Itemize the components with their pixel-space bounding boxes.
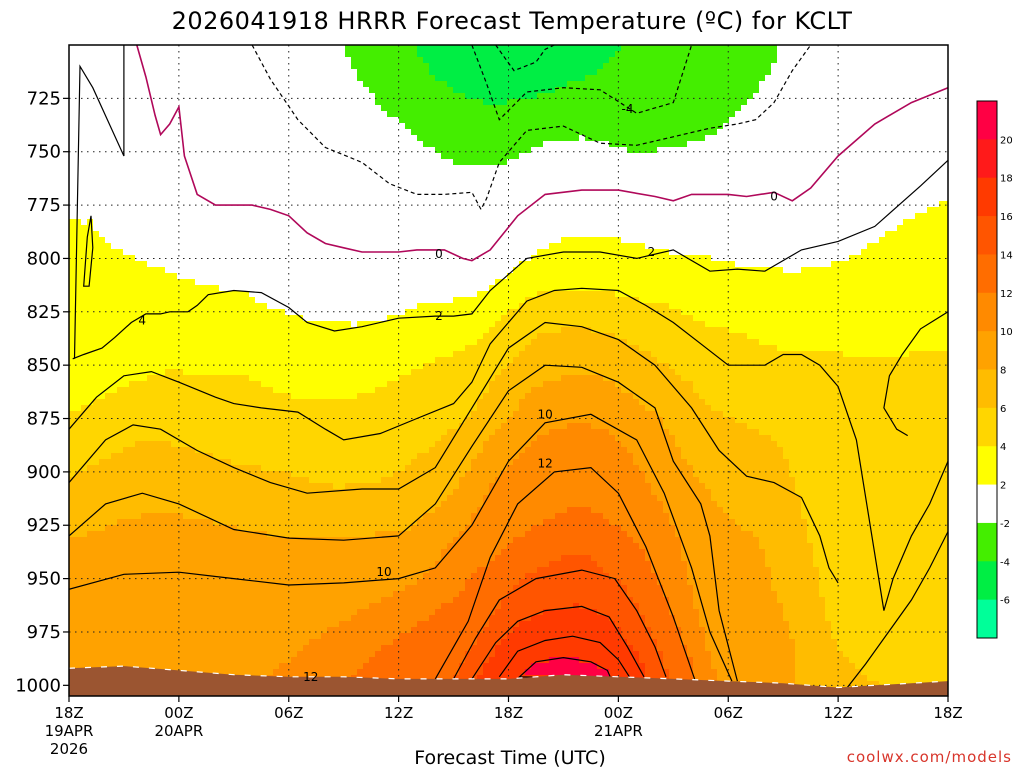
contour-label: 2 [648, 245, 656, 259]
contour-label: 12 [537, 456, 552, 470]
y-tick-label: 800 [27, 248, 61, 269]
colorbar-swatch [977, 216, 997, 255]
x-tick-label: 21APR [594, 722, 643, 740]
x-tick-label: 06Z [274, 704, 303, 722]
contour-label: -4 [622, 102, 634, 116]
colorbar-tick-label: -2 [1000, 519, 1010, 530]
chart-title: 2026041918 HRRR Forecast Temperature (ºC… [172, 7, 853, 35]
colorbar-swatch [977, 331, 997, 370]
x-tick-label: 18Z [494, 704, 523, 722]
y-tick-label: 750 [27, 142, 61, 163]
x-tick-label: 00Z [604, 704, 633, 722]
temperature-fill-layer [69, 45, 952, 700]
x-tick-label: 12Z [384, 704, 413, 722]
colorbar-swatch [977, 561, 997, 600]
contour-label: 0 [770, 190, 778, 204]
y-tick-label: 775 [27, 195, 61, 216]
contour-label: 12 [303, 670, 318, 684]
contour-label: 2 [435, 309, 443, 323]
y-tick-label: 1000 [15, 675, 61, 696]
y-tick-label: 950 [27, 569, 61, 590]
y-tick-label: 925 [27, 515, 61, 536]
x-tick-label: 20APR [154, 722, 203, 740]
colorbar-swatch [977, 139, 997, 178]
colorbar-swatch [977, 408, 997, 447]
x-tick-label: 19APR [45, 722, 94, 740]
x-axis-label: Forecast Time (UTC) [414, 747, 605, 768]
x-tick-label: 00Z [164, 704, 193, 722]
colorbar-tick-label: 6 [1000, 404, 1006, 415]
colorbar-swatch [977, 600, 997, 639]
colorbar-tick-label: 12 [1000, 289, 1013, 300]
x-tick-label: 18Z [933, 704, 962, 722]
credit-text: coolwx.com/models [847, 748, 1012, 766]
colorbar-swatch [977, 254, 997, 293]
colorbar-swatch [977, 101, 997, 140]
colorbar-tick-label: 4 [1000, 442, 1006, 453]
colorbar-swatch [977, 370, 997, 409]
colorbar-tick-label: 2 [1000, 481, 1006, 492]
colorbar-tick-label: -6 [1000, 596, 1010, 607]
y-tick-label: 725 [27, 88, 61, 109]
y-tick-label: 850 [27, 355, 61, 376]
y-tick-label: 825 [27, 302, 61, 323]
colorbar-tick-label: 8 [1000, 366, 1006, 377]
colorbar-tick-label: 20 [1000, 135, 1013, 146]
y-tick-label: 975 [27, 622, 61, 643]
x-tick-label: 06Z [714, 704, 743, 722]
colorbar-tick-label: -4 [1000, 557, 1010, 568]
colorbar-swatch [977, 485, 997, 524]
colorbar-swatch [977, 446, 997, 485]
x-tick-label: 2026 [50, 740, 88, 758]
contour-label: 0 [435, 247, 443, 261]
x-tick-label: 18Z [54, 704, 83, 722]
y-tick-label: 900 [27, 462, 61, 483]
y-axis: 725 750 775 800 825 850 875 900 925 950 975 1000 [15, 88, 69, 696]
x-tick-label: 12Z [823, 704, 852, 722]
colorbar-swatch [977, 178, 997, 217]
contour-label: 10 [376, 565, 391, 579]
colorbar-tick-label: 18 [1000, 174, 1013, 185]
y-tick-label: 875 [27, 409, 61, 430]
contour-label: 4 [138, 313, 146, 327]
colorbar-tick-label: 10 [1000, 327, 1013, 338]
colorbar: 20 18 16 14 12 10 8 6 4 2 -2 -4 -6 [977, 101, 1013, 639]
colorbar-swatch [977, 293, 997, 332]
colorbar-swatch [977, 523, 997, 562]
colorbar-tick-label: 16 [1000, 212, 1013, 223]
contour-label: 10 [537, 407, 552, 421]
colorbar-tick-label: 14 [1000, 250, 1013, 261]
